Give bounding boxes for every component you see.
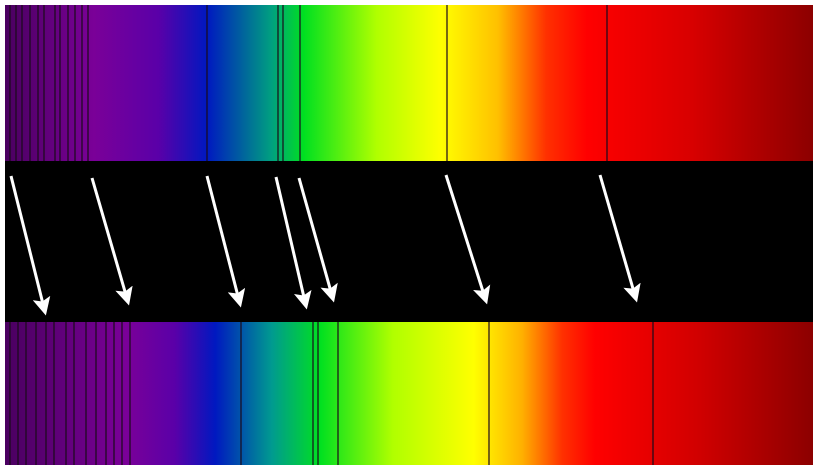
bottom-lines [9, 322, 654, 465]
top-lines [9, 5, 608, 161]
shift-arrows [9, 174, 641, 316]
bottom-spectrum [5, 322, 813, 465]
black-band [5, 161, 813, 322]
top-spectrum [5, 5, 813, 161]
